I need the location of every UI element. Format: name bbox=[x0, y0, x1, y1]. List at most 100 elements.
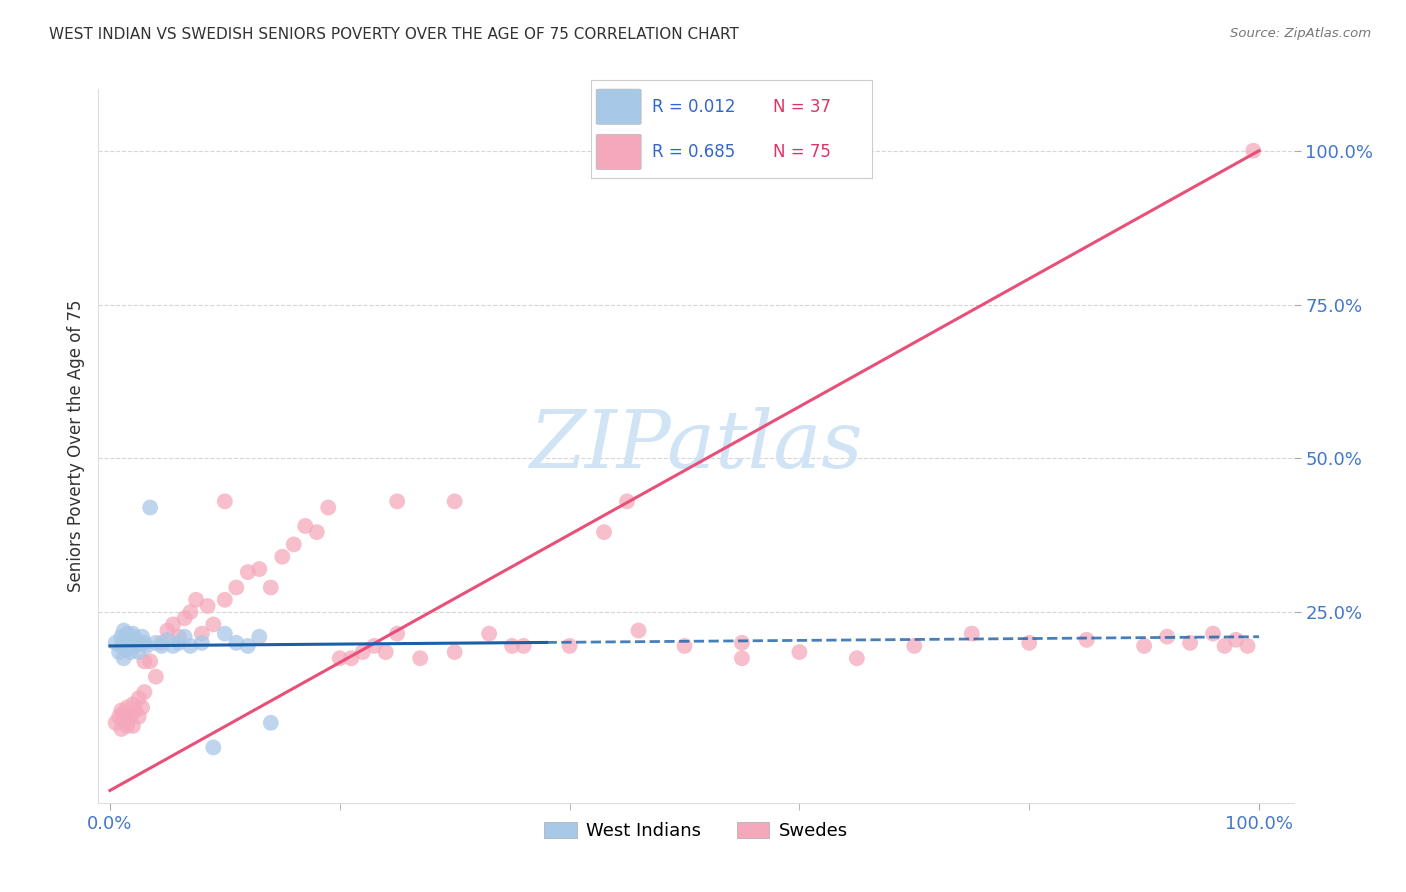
Legend: West Indians, Swedes: West Indians, Swedes bbox=[537, 814, 855, 847]
Point bbox=[1178, 636, 1201, 650]
Point bbox=[112, 706, 135, 721]
Point bbox=[316, 500, 339, 515]
Point bbox=[1213, 639, 1236, 653]
Point bbox=[1225, 632, 1247, 647]
Y-axis label: Seniors Poverty Over the Age of 75: Seniors Poverty Over the Age of 75 bbox=[66, 300, 84, 592]
Point bbox=[305, 525, 328, 540]
Point bbox=[122, 626, 145, 640]
Text: R = 0.012: R = 0.012 bbox=[652, 98, 735, 116]
Point bbox=[167, 630, 190, 644]
Text: N = 75: N = 75 bbox=[773, 143, 831, 161]
Point bbox=[236, 639, 259, 653]
Point bbox=[108, 645, 131, 659]
Text: WEST INDIAN VS SWEDISH SENIORS POVERTY OVER THE AGE OF 75 CORRELATION CHART: WEST INDIAN VS SWEDISH SENIORS POVERTY O… bbox=[49, 27, 740, 42]
Point bbox=[225, 581, 247, 595]
Point bbox=[247, 630, 270, 644]
Point bbox=[214, 626, 236, 640]
Point bbox=[214, 494, 236, 508]
Point bbox=[128, 709, 150, 723]
Point bbox=[1236, 639, 1258, 653]
Point bbox=[124, 639, 146, 653]
Point bbox=[115, 626, 138, 640]
Point bbox=[179, 639, 201, 653]
Point bbox=[960, 626, 983, 640]
Point bbox=[145, 636, 167, 650]
Point bbox=[124, 704, 146, 718]
Point bbox=[191, 636, 214, 650]
Point bbox=[247, 562, 270, 576]
Point bbox=[112, 624, 135, 638]
Point bbox=[214, 592, 236, 607]
Point bbox=[179, 605, 201, 619]
Point bbox=[329, 651, 352, 665]
Point bbox=[139, 500, 162, 515]
FancyBboxPatch shape bbox=[596, 89, 641, 124]
Point bbox=[1156, 630, 1178, 644]
Point bbox=[162, 639, 184, 653]
Point bbox=[134, 636, 156, 650]
Point bbox=[443, 494, 465, 508]
Text: R = 0.685: R = 0.685 bbox=[652, 143, 735, 161]
Point bbox=[385, 494, 409, 508]
Point bbox=[128, 691, 150, 706]
Point bbox=[1241, 144, 1264, 158]
Point bbox=[124, 632, 146, 647]
Point bbox=[283, 537, 305, 551]
Point bbox=[110, 704, 132, 718]
Point bbox=[363, 639, 385, 653]
Point bbox=[294, 519, 316, 533]
Point bbox=[110, 639, 132, 653]
Point bbox=[173, 630, 195, 644]
Point bbox=[1202, 626, 1225, 640]
Point bbox=[845, 651, 868, 665]
Text: ZIPatlas: ZIPatlas bbox=[529, 408, 863, 484]
Point bbox=[131, 630, 153, 644]
Point bbox=[104, 636, 127, 650]
Point bbox=[352, 645, 374, 659]
Point bbox=[122, 719, 145, 733]
Point bbox=[271, 549, 294, 564]
Point bbox=[173, 611, 195, 625]
Point bbox=[112, 651, 135, 665]
Point bbox=[122, 630, 145, 644]
Point bbox=[184, 592, 207, 607]
Point bbox=[236, 565, 259, 579]
Point bbox=[122, 698, 145, 712]
Point bbox=[627, 624, 650, 638]
Point bbox=[156, 632, 179, 647]
Point bbox=[162, 617, 184, 632]
Point bbox=[112, 713, 135, 727]
Point bbox=[156, 624, 179, 638]
Point bbox=[260, 715, 283, 730]
Point bbox=[104, 715, 127, 730]
Point bbox=[139, 654, 162, 668]
Point bbox=[1133, 639, 1156, 653]
Point bbox=[150, 636, 173, 650]
Point bbox=[122, 636, 145, 650]
Point bbox=[409, 651, 432, 665]
Point bbox=[731, 636, 754, 650]
Text: Source: ZipAtlas.com: Source: ZipAtlas.com bbox=[1230, 27, 1371, 40]
Point bbox=[225, 636, 247, 650]
Text: N = 37: N = 37 bbox=[773, 98, 831, 116]
Point bbox=[558, 639, 581, 653]
Point bbox=[112, 636, 135, 650]
Point bbox=[260, 581, 283, 595]
Point bbox=[115, 632, 138, 647]
Point bbox=[673, 639, 696, 653]
FancyBboxPatch shape bbox=[596, 134, 641, 169]
Point bbox=[903, 639, 925, 653]
Point bbox=[1076, 632, 1098, 647]
Point bbox=[134, 654, 156, 668]
Point bbox=[202, 740, 225, 755]
Point bbox=[789, 645, 811, 659]
Point bbox=[191, 626, 214, 640]
Point bbox=[145, 670, 167, 684]
Point bbox=[115, 719, 138, 733]
Point bbox=[115, 642, 138, 657]
Point bbox=[1018, 636, 1040, 650]
Point bbox=[108, 709, 131, 723]
Point bbox=[340, 651, 363, 665]
Point bbox=[385, 626, 409, 640]
Point bbox=[731, 651, 754, 665]
